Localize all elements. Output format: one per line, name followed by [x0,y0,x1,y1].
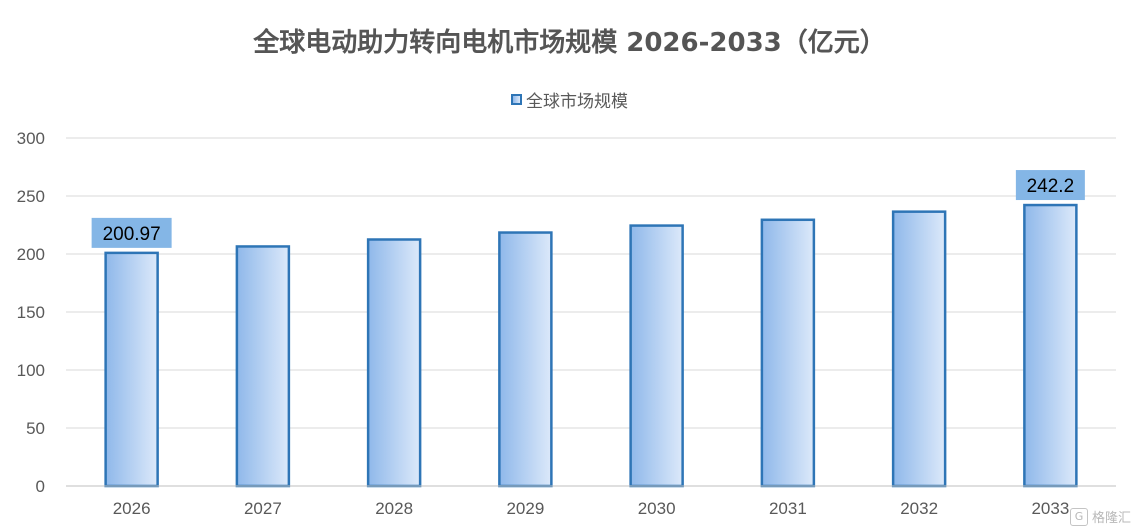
data-label: 200.97 [103,224,161,245]
bar [498,231,553,488]
x-tick-label: 2029 [506,499,544,518]
bar [235,245,291,488]
bar [891,210,947,488]
y-tick-label: 50 [26,419,45,438]
bar [366,238,422,488]
y-tick-label: 150 [17,303,45,322]
y-tick-label: 200 [17,245,45,264]
x-tick-label: 2028 [375,499,413,518]
data-label: 242.2 [1027,176,1075,197]
bar [1023,203,1078,488]
watermark-text: 格隆汇 [1091,511,1131,526]
legend-swatch [511,94,522,105]
x-tick-label: 2030 [638,499,676,518]
x-tick-label: 2031 [769,499,807,518]
x-tick-label: 2027 [244,499,282,518]
data-label-box [91,217,172,248]
y-tick-label: 300 [17,129,45,148]
gelonghui-logo-icon: G [1069,507,1088,526]
watermark: G 格隆汇 [1069,507,1131,526]
x-tick-label: 2026 [113,499,151,518]
chart-legend: 全球市场规模 [0,87,1139,112]
x-tick-label: 2032 [900,499,938,518]
y-tick-label: 100 [17,361,45,380]
legend-label: 全球市场规模 [526,92,628,112]
bar [760,218,816,488]
chart-title: 全球电动助力转向电机市场规模 2026-2033（亿元） [253,28,886,58]
bar [629,224,684,488]
data-label-box [1015,170,1085,201]
x-tick-label: 2033 [1031,499,1069,518]
bar [104,251,159,488]
y-tick-label: 0 [36,477,45,496]
y-tick-label: 250 [17,187,45,206]
